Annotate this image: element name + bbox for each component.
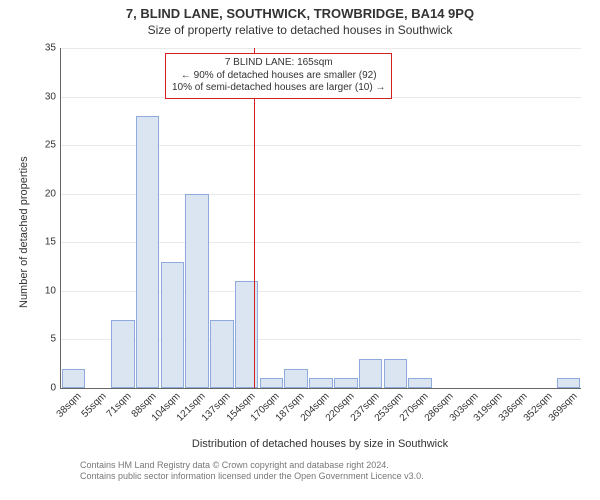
footer-line2: Contains public sector information licen…: [80, 471, 424, 482]
histogram-bar: [136, 116, 160, 388]
chart-container: 7, BLIND LANE, SOUTHWICK, TROWBRIDGE, BA…: [0, 0, 600, 500]
annotation-line: 10% of semi-detached houses are larger (…: [172, 82, 385, 95]
ytick-label: 20: [45, 188, 61, 199]
histogram-bar: [334, 378, 358, 388]
histogram-bar: [111, 320, 135, 388]
annotation-box: 7 BLIND LANE: 165sqm← 90% of detached ho…: [165, 53, 392, 99]
histogram-bar: [284, 369, 308, 388]
annotation-line: 7 BLIND LANE: 165sqm: [172, 57, 385, 70]
ytick-label: 25: [45, 140, 61, 151]
histogram-bar: [235, 281, 259, 388]
annotation-line: ← 90% of detached houses are smaller (92…: [172, 70, 385, 83]
chart-subtitle: Size of property relative to detached ho…: [0, 21, 600, 37]
histogram-bar: [62, 369, 86, 388]
histogram-bar: [408, 378, 432, 388]
histogram-bar: [260, 378, 284, 388]
gridline: [61, 48, 581, 49]
y-axis-label: Number of detached properties: [18, 156, 30, 308]
histogram-bar: [557, 378, 581, 388]
footer-attribution: Contains HM Land Registry data © Crown c…: [80, 460, 424, 483]
xtick-label: 71sqm: [102, 388, 134, 420]
ytick-label: 5: [50, 334, 61, 345]
histogram-bar: [161, 262, 185, 388]
histogram-bar: [210, 320, 234, 388]
chart-title: 7, BLIND LANE, SOUTHWICK, TROWBRIDGE, BA…: [0, 0, 600, 21]
histogram-bar: [185, 194, 209, 388]
xtick-label: 55sqm: [77, 388, 109, 420]
histogram-bar: [359, 359, 383, 388]
ytick-label: 30: [45, 91, 61, 102]
ytick-label: 10: [45, 285, 61, 296]
ytick-label: 35: [45, 43, 61, 54]
histogram-bar: [384, 359, 408, 388]
plot-area: 0510152025303538sqm55sqm71sqm88sqm104sqm…: [60, 48, 581, 389]
marker-line: [254, 48, 255, 388]
x-axis-label: Distribution of detached houses by size …: [60, 438, 580, 450]
ytick-label: 15: [45, 237, 61, 248]
footer-line1: Contains HM Land Registry data © Crown c…: [80, 460, 424, 471]
histogram-bar: [309, 378, 333, 388]
ytick-label: 0: [50, 383, 61, 394]
